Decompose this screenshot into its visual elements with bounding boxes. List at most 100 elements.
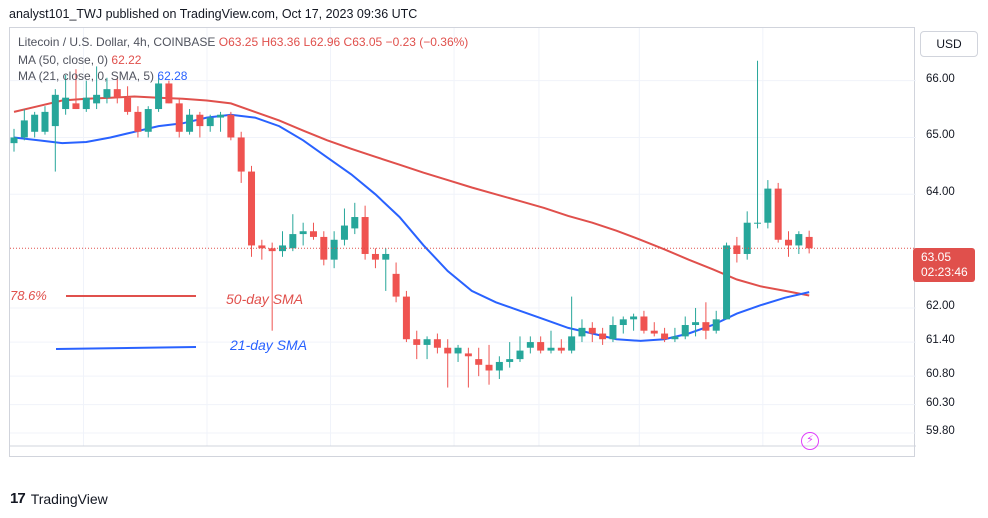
candle-body [103,89,111,98]
candle-body [805,236,813,249]
candle-body [144,109,152,132]
candle-body [785,239,793,246]
legend-ma21-row[interactable]: MA (21, close, 0, SMA, 5) 62.28 [18,69,187,83]
candle-body [155,83,163,110]
candle-body [41,111,49,132]
candle-body [10,137,18,144]
y-tick-label: 60.30 [926,396,955,409]
candle-body [723,245,731,320]
candle-body [650,330,658,334]
candle-body [165,83,173,104]
candle-body [320,236,328,260]
candle-body [299,231,307,235]
candle-body [754,222,762,224]
candle-body [475,359,483,365]
candle-body [692,322,700,326]
candle-body [258,245,266,249]
candle-body [588,327,596,334]
y-tick-label: 65.00 [926,129,955,142]
y-tick-label: 60.80 [926,368,955,381]
candle-body [196,114,204,127]
candle-body [578,327,586,337]
legend-symbol-row: Litecoin / U.S. Dollar, 4h, COINBASE O63… [18,35,468,49]
candle-body [609,325,617,340]
candle-body [20,120,28,138]
sma50-annotation-label: 50-day SMA [226,291,303,307]
tradingview-mark-icon: 17 [10,490,26,507]
candle-body [537,342,545,351]
candle-body [371,253,379,260]
candle-body [681,325,689,337]
candle-body [774,188,782,240]
ma21-line [13,113,810,342]
candle-body [382,253,390,260]
candle-body [268,248,276,252]
candle-body [175,103,183,132]
candle-body [402,296,410,340]
lightning-icon[interactable]: ⚡ [801,432,819,450]
last-price-label: 63.05 02:23:46 [913,248,975,282]
candle-body [413,339,421,345]
currency-selector[interactable]: USD [920,31,978,57]
candle-body [340,225,348,240]
candle-body [712,319,720,331]
candle-body [278,245,286,252]
legend-ma50-row[interactable]: MA (50, close, 0) 62.22 [18,53,141,67]
sma21-annotation-label: 21-day SMA [229,337,307,353]
bar-countdown: 02:23:46 [921,265,968,279]
candle-body [795,234,803,246]
fib-level-label: 78.6% [10,288,47,303]
candle-body [671,336,679,340]
y-tick-label: 62.00 [926,299,955,312]
candle-body [506,359,514,362]
tradingview-brand: TradingView [30,490,108,507]
candle-body [661,333,669,340]
y-tick-label: 59.80 [926,425,955,437]
candle-body [630,316,638,320]
y-tick-label: 66.00 [926,72,955,85]
candle-body [361,217,369,254]
candle-body [485,364,493,371]
candle-body [423,339,431,345]
legend-symbol: Litecoin / U.S. Dollar, 4h, COINBASE [18,35,216,49]
candle-body [51,94,59,127]
candle-body [547,347,555,351]
sma21-annotation-line [55,346,197,350]
candle-body [516,350,524,360]
candle-body [526,342,534,348]
candle-body [248,171,256,246]
candle-body [206,117,214,127]
candle-body [619,319,627,326]
publish-header: analyst101_TWJ published on TradingView.… [9,7,418,21]
candle-body [351,217,359,229]
candle-body [31,114,39,132]
candle-body [733,245,741,254]
candle-body [72,103,80,110]
candle-body [124,97,132,112]
y-tick-label: 64.00 [926,186,955,199]
candle-body [134,111,142,132]
candle-body [93,94,101,104]
candle-body [330,239,338,260]
candle-body [309,231,317,237]
candle-body [186,114,194,132]
legend-ma50-value: 62.22 [111,53,142,67]
candle-body [557,347,565,351]
y-tick-label: 61.40 [926,334,955,347]
last-price: 63.05 [921,250,952,264]
legend-ohlc: O63.25 H63.36 L62.96 C63.05 −0.23 (−0.36… [218,35,469,49]
candle-body [495,361,503,371]
candle-body [702,322,710,331]
candle-body [289,234,297,249]
candle-body [62,97,70,110]
candle-body [433,339,441,348]
candle-body [743,222,751,254]
tradingview-logo[interactable]: 17 TradingView [10,490,108,507]
legend-ma50-label: MA (50, close, 0) [18,53,109,67]
candle-body [392,273,400,297]
ma50-line [13,95,810,297]
candle-body [444,347,452,354]
candle-body [82,97,90,110]
